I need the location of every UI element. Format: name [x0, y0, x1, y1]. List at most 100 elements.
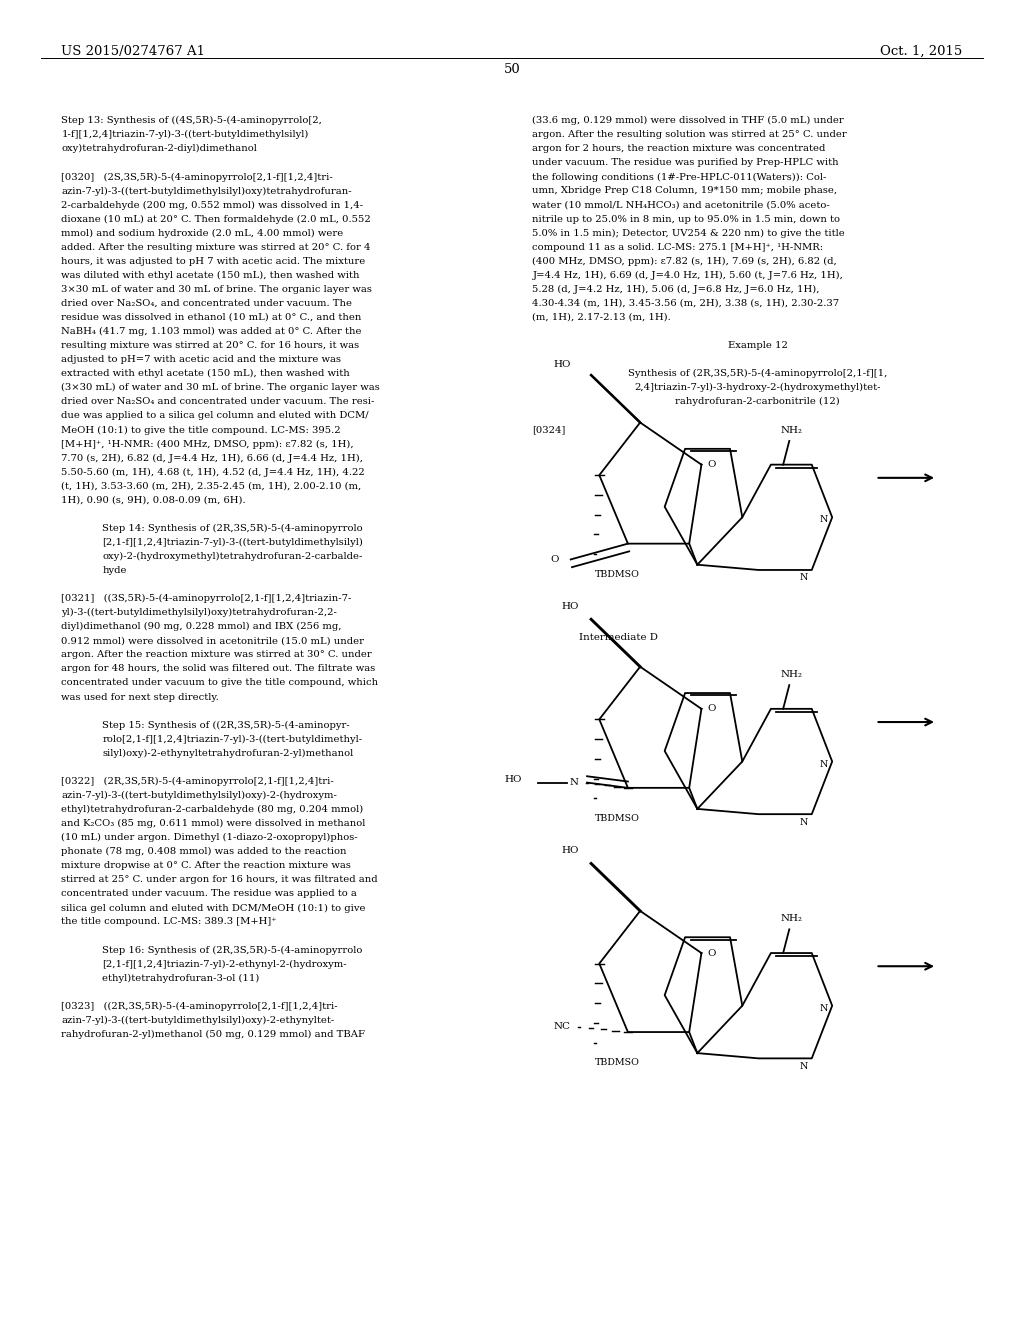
- Text: N: N: [800, 817, 808, 826]
- Text: stirred at 25° C. under argon for 16 hours, it was filtrated and: stirred at 25° C. under argon for 16 hou…: [61, 875, 378, 884]
- Text: 4.30-4.34 (m, 1H), 3.45-3.56 (m, 2H), 3.38 (s, 1H), 2.30-2.37: 4.30-4.34 (m, 1H), 3.45-3.56 (m, 2H), 3.…: [532, 298, 840, 308]
- Text: umn, Xbridge Prep C18 Column, 19*150 mm; mobile phase,: umn, Xbridge Prep C18 Column, 19*150 mm;…: [532, 186, 838, 195]
- Text: argon for 48 hours, the solid was filtered out. The filtrate was: argon for 48 hours, the solid was filter…: [61, 664, 376, 673]
- Text: 5.28 (d, J=4.2 Hz, 1H), 5.06 (d, J=6.8 Hz, J=6.0 Hz, 1H),: 5.28 (d, J=4.2 Hz, 1H), 5.06 (d, J=6.8 H…: [532, 285, 820, 294]
- Text: Step 14: Synthesis of (2R,3S,5R)-5-(4-aminopyrrolo: Step 14: Synthesis of (2R,3S,5R)-5-(4-am…: [102, 524, 364, 533]
- Text: residue was dissolved in ethanol (10 mL) at 0° C., and then: residue was dissolved in ethanol (10 mL)…: [61, 313, 361, 322]
- Text: diyl)dimethanol (90 mg, 0.228 mmol) and IBX (256 mg,: diyl)dimethanol (90 mg, 0.228 mmol) and …: [61, 622, 342, 631]
- Text: nitrile up to 25.0% in 8 min, up to 95.0% in 1.5 min, down to: nitrile up to 25.0% in 8 min, up to 95.0…: [532, 215, 841, 223]
- Text: and K₂CO₃ (85 mg, 0.611 mmol) were dissolved in methanol: and K₂CO₃ (85 mg, 0.611 mmol) were disso…: [61, 820, 366, 828]
- Text: [2,1-f][1,2,4]triazin-7-yl)-2-ethynyl-2-(hydroxym-: [2,1-f][1,2,4]triazin-7-yl)-2-ethynyl-2-…: [102, 960, 347, 969]
- Text: extracted with ethyl acetate (150 mL), then washed with: extracted with ethyl acetate (150 mL), t…: [61, 370, 350, 379]
- Text: 5.0% in 1.5 min); Detector, UV254 & 220 nm) to give the title: 5.0% in 1.5 min); Detector, UV254 & 220 …: [532, 228, 845, 238]
- Text: added. After the resulting mixture was stirred at 20° C. for 4: added. After the resulting mixture was s…: [61, 243, 371, 252]
- Text: Intermediate D: Intermediate D: [579, 634, 657, 642]
- Text: azin-7-yl)-3-((tert-butyldimethylsilyl)oxy)-2-ethynyltet-: azin-7-yl)-3-((tert-butyldimethylsilyl)o…: [61, 1016, 335, 1026]
- Text: [0324]: [0324]: [532, 425, 566, 434]
- Text: concentrated under vacuum. The residue was applied to a: concentrated under vacuum. The residue w…: [61, 890, 357, 899]
- Text: Example 12: Example 12: [728, 341, 787, 350]
- Text: 3×30 mL of water and 30 mL of brine. The organic layer was: 3×30 mL of water and 30 mL of brine. The…: [61, 285, 373, 294]
- Text: due was applied to a silica gel column and eluted with DCM/: due was applied to a silica gel column a…: [61, 412, 369, 420]
- Text: argon. After the reaction mixture was stirred at 30° C. under: argon. After the reaction mixture was st…: [61, 651, 372, 660]
- Text: N: N: [820, 515, 828, 524]
- Text: rahydrofuran-2-yl)methanol (50 mg, 0.129 mmol) and TBAF: rahydrofuran-2-yl)methanol (50 mg, 0.129…: [61, 1030, 366, 1039]
- Text: (t, 1H), 3.53-3.60 (m, 2H), 2.35-2.45 (m, 1H), 2.00-2.10 (m,: (t, 1H), 3.53-3.60 (m, 2H), 2.35-2.45 (m…: [61, 482, 361, 491]
- Text: NH₂: NH₂: [780, 426, 803, 434]
- Text: oxy)tetrahydrofuran-2-diyl)dimethanol: oxy)tetrahydrofuran-2-diyl)dimethanol: [61, 144, 257, 153]
- Text: Step 16: Synthesis of (2R,3S,5R)-5-(4-aminopyrrolo: Step 16: Synthesis of (2R,3S,5R)-5-(4-am…: [102, 945, 362, 954]
- Text: [0323]   ((2R,3S,5R)-5-(4-aminopyrrolo[2,1-f][1,2,4]tri-: [0323] ((2R,3S,5R)-5-(4-aminopyrrolo[2,1…: [61, 1002, 338, 1011]
- Text: (m, 1H), 2.17-2.13 (m, 1H).: (m, 1H), 2.17-2.13 (m, 1H).: [532, 313, 671, 322]
- Text: HO: HO: [561, 846, 579, 855]
- Text: oxy)-2-(hydroxymethyl)tetrahydrofuran-2-carbalde-: oxy)-2-(hydroxymethyl)tetrahydrofuran-2-…: [102, 552, 362, 561]
- Text: TBDMSO: TBDMSO: [595, 570, 640, 579]
- Text: O: O: [708, 949, 716, 957]
- Text: 7.70 (s, 2H), 6.82 (d, J=4.4 Hz, 1H), 6.66 (d, J=4.4 Hz, 1H),: 7.70 (s, 2H), 6.82 (d, J=4.4 Hz, 1H), 6.…: [61, 454, 364, 463]
- Text: Synthesis of (2R,3S,5R)-5-(4-aminopyrrolo[2,1-f][1,: Synthesis of (2R,3S,5R)-5-(4-aminopyrrol…: [628, 370, 888, 379]
- Text: [0322]   (2R,3S,5R)-5-(4-aminopyrrolo[2,1-f][1,2,4]tri-: [0322] (2R,3S,5R)-5-(4-aminopyrrolo[2,1-…: [61, 777, 334, 785]
- Text: NH₂: NH₂: [780, 671, 803, 678]
- Text: O: O: [708, 705, 716, 713]
- Text: resulting mixture was stirred at 20° C. for 16 hours, it was: resulting mixture was stirred at 20° C. …: [61, 341, 359, 350]
- Text: silica gel column and eluted with DCM/MeOH (10:1) to give: silica gel column and eluted with DCM/Me…: [61, 903, 366, 912]
- Text: N: N: [820, 759, 828, 768]
- Text: ethyl)tetrahydrofuran-2-carbaldehyde (80 mg, 0.204 mmol): ethyl)tetrahydrofuran-2-carbaldehyde (80…: [61, 805, 364, 814]
- Text: argon. After the resulting solution was stirred at 25° C. under: argon. After the resulting solution was …: [532, 131, 847, 139]
- Text: [0321]   ((3S,5R)-5-(4-aminopyrrolo[2,1-f][1,2,4]triazin-7-: [0321] ((3S,5R)-5-(4-aminopyrrolo[2,1-f]…: [61, 594, 352, 603]
- Text: 0.912 mmol) were dissolved in acetonitrile (15.0 mL) under: 0.912 mmol) were dissolved in acetonitri…: [61, 636, 365, 645]
- Text: HO: HO: [504, 775, 521, 784]
- Text: hyde: hyde: [102, 566, 127, 576]
- Text: N: N: [800, 1061, 808, 1071]
- Text: (3×30 mL) of water and 30 mL of brine. The organic layer was: (3×30 mL) of water and 30 mL of brine. T…: [61, 383, 380, 392]
- Text: water (10 mmol/L NH₄HCO₃) and acetonitrile (5.0% aceto-: water (10 mmol/L NH₄HCO₃) and acetonitri…: [532, 201, 830, 210]
- Text: N: N: [800, 573, 808, 582]
- Text: Step 13: Synthesis of ((4S,5R)-5-(4-aminopyrrolo[2,: Step 13: Synthesis of ((4S,5R)-5-(4-amin…: [61, 116, 323, 125]
- Text: azin-7-yl)-3-((tert-butyldimethylsilyl)oxy)tetrahydrofuran-: azin-7-yl)-3-((tert-butyldimethylsilyl)o…: [61, 186, 352, 195]
- Text: N: N: [570, 777, 579, 787]
- Text: [M+H]⁺, ¹H-NMR: (400 MHz, DMSO, ppm): ε7.82 (s, 1H),: [M+H]⁺, ¹H-NMR: (400 MHz, DMSO, ppm): ε7…: [61, 440, 354, 449]
- Text: concentrated under vacuum to give the title compound, which: concentrated under vacuum to give the ti…: [61, 678, 379, 688]
- Text: the following conditions (1#-Pre-HPLC-011(Waters)): Col-: the following conditions (1#-Pre-HPLC-01…: [532, 173, 826, 182]
- Text: dried over Na₂SO₄, and concentrated under vacuum. The: dried over Na₂SO₄, and concentrated unde…: [61, 298, 352, 308]
- Text: ethyl)tetrahydrofuran-3-ol (11): ethyl)tetrahydrofuran-3-ol (11): [102, 974, 260, 983]
- Text: compound 11 as a solid. LC-MS: 275.1 [M+H]⁺, ¹H-NMR:: compound 11 as a solid. LC-MS: 275.1 [M+…: [532, 243, 823, 252]
- Text: dioxane (10 mL) at 20° C. Then formaldehyde (2.0 mL, 0.552: dioxane (10 mL) at 20° C. Then formaldeh…: [61, 215, 371, 223]
- Text: was diluted with ethyl acetate (150 mL), then washed with: was diluted with ethyl acetate (150 mL),…: [61, 271, 360, 280]
- Text: silyl)oxy)-2-ethynyltetrahydrofuran-2-yl)methanol: silyl)oxy)-2-ethynyltetrahydrofuran-2-yl…: [102, 748, 353, 758]
- Text: mmol) and sodium hydroxide (2.0 mL, 4.00 mmol) were: mmol) and sodium hydroxide (2.0 mL, 4.00…: [61, 228, 344, 238]
- Text: J=4.4 Hz, 1H), 6.69 (d, J=4.0 Hz, 1H), 5.60 (t, J=7.6 Hz, 1H),: J=4.4 Hz, 1H), 6.69 (d, J=4.0 Hz, 1H), 5…: [532, 271, 844, 280]
- Text: O: O: [550, 554, 558, 564]
- Text: argon for 2 hours, the reaction mixture was concentrated: argon for 2 hours, the reaction mixture …: [532, 144, 825, 153]
- Text: TBDMSO: TBDMSO: [595, 1059, 640, 1068]
- Text: 1H), 0.90 (s, 9H), 0.08-0.09 (m, 6H).: 1H), 0.90 (s, 9H), 0.08-0.09 (m, 6H).: [61, 496, 246, 504]
- Text: azin-7-yl)-3-((tert-butyldimethylsilyl)oxy)-2-(hydroxym-: azin-7-yl)-3-((tert-butyldimethylsilyl)o…: [61, 791, 337, 800]
- Text: Oct. 1, 2015: Oct. 1, 2015: [881, 45, 963, 58]
- Text: (400 MHz, DMSO, ppm): ε7.82 (s, 1H), 7.69 (s, 2H), 6.82 (d,: (400 MHz, DMSO, ppm): ε7.82 (s, 1H), 7.6…: [532, 257, 838, 265]
- Text: (33.6 mg, 0.129 mmol) were dissolved in THF (5.0 mL) under: (33.6 mg, 0.129 mmol) were dissolved in …: [532, 116, 844, 125]
- Text: phonate (78 mg, 0.408 mmol) was added to the reaction: phonate (78 mg, 0.408 mmol) was added to…: [61, 847, 347, 857]
- Text: 1-f][1,2,4]triazin-7-yl)-3-((tert-butyldimethylsilyl): 1-f][1,2,4]triazin-7-yl)-3-((tert-butyld…: [61, 131, 309, 140]
- Text: [0320]   (2S,3S,5R)-5-(4-aminopyrrolo[2,1-f][1,2,4]tri-: [0320] (2S,3S,5R)-5-(4-aminopyrrolo[2,1-…: [61, 173, 333, 182]
- Text: N: N: [820, 1003, 828, 1012]
- Text: TBDMSO: TBDMSO: [595, 814, 640, 824]
- Text: was used for next step directly.: was used for next step directly.: [61, 693, 219, 701]
- Text: rahydrofuran-2-carbonitrile (12): rahydrofuran-2-carbonitrile (12): [676, 397, 840, 407]
- Text: O: O: [708, 461, 716, 469]
- Text: hours, it was adjusted to pH 7 with acetic acid. The mixture: hours, it was adjusted to pH 7 with acet…: [61, 257, 366, 265]
- Text: dried over Na₂SO₄ and concentrated under vacuum. The resi-: dried over Na₂SO₄ and concentrated under…: [61, 397, 375, 407]
- Text: NH₂: NH₂: [780, 915, 803, 923]
- Text: rolo[2,1-f][1,2,4]triazin-7-yl)-3-((tert-butyldimethyl-: rolo[2,1-f][1,2,4]triazin-7-yl)-3-((tert…: [102, 735, 362, 744]
- Text: Step 15: Synthesis of ((2R,3S,5R)-5-(4-aminopyr-: Step 15: Synthesis of ((2R,3S,5R)-5-(4-a…: [102, 721, 350, 730]
- Text: mixture dropwise at 0° C. After the reaction mixture was: mixture dropwise at 0° C. After the reac…: [61, 861, 351, 870]
- Text: adjusted to pH=7 with acetic acid and the mixture was: adjusted to pH=7 with acetic acid and th…: [61, 355, 341, 364]
- Text: US 2015/0274767 A1: US 2015/0274767 A1: [61, 45, 206, 58]
- Text: [2,1-f][1,2,4]triazin-7-yl)-3-((tert-butyldimethylsilyl): [2,1-f][1,2,4]triazin-7-yl)-3-((tert-but…: [102, 539, 364, 546]
- Text: 5.50-5.60 (m, 1H), 4.68 (t, 1H), 4.52 (d, J=4.4 Hz, 1H), 4.22: 5.50-5.60 (m, 1H), 4.68 (t, 1H), 4.52 (d…: [61, 467, 366, 477]
- Text: MeOH (10:1) to give the title compound. LC-MS: 395.2: MeOH (10:1) to give the title compound. …: [61, 425, 341, 434]
- Text: (10 mL) under argon. Dimethyl (1-diazo-2-oxopropyl)phos-: (10 mL) under argon. Dimethyl (1-diazo-2…: [61, 833, 358, 842]
- Text: the title compound. LC-MS: 389.3 [M+H]⁺: the title compound. LC-MS: 389.3 [M+H]⁺: [61, 917, 276, 927]
- Text: NC: NC: [554, 1022, 570, 1031]
- Text: NaBH₄ (41.7 mg, 1.103 mmol) was added at 0° C. After the: NaBH₄ (41.7 mg, 1.103 mmol) was added at…: [61, 327, 361, 337]
- Text: yl)-3-((tert-butyldimethylsilyl)oxy)tetrahydrofuran-2,2-: yl)-3-((tert-butyldimethylsilyl)oxy)tetr…: [61, 609, 337, 618]
- Text: 2-carbaldehyde (200 mg, 0.552 mmol) was dissolved in 1,4-: 2-carbaldehyde (200 mg, 0.552 mmol) was …: [61, 201, 364, 210]
